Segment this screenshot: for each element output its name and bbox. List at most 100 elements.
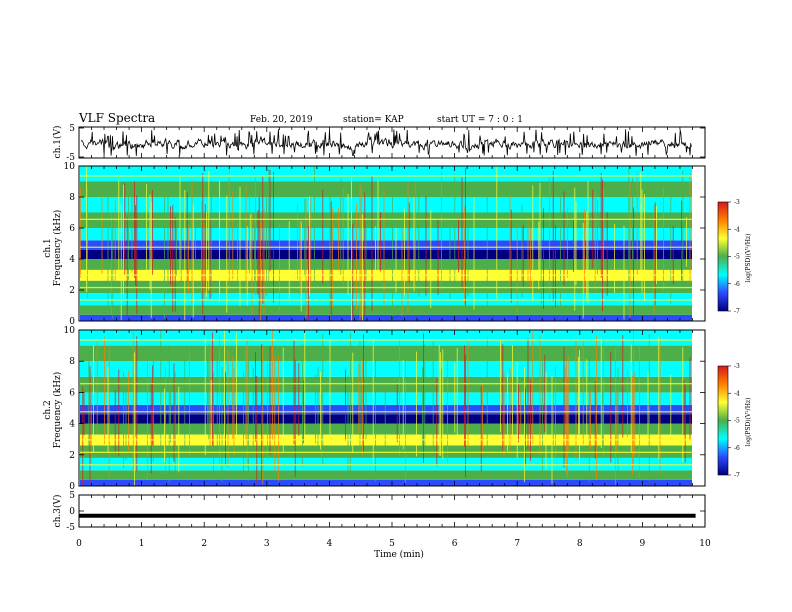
- spec2-streak: [322, 333, 324, 466]
- spec2-streak: [160, 330, 162, 446]
- spec2-streak: [134, 352, 135, 486]
- spec1-streak: [582, 222, 584, 319]
- colorbar2: [717, 365, 729, 476]
- spec1-streak: [603, 188, 604, 270]
- spec2-streak: [396, 384, 398, 443]
- spec1-narrowband-line: [80, 299, 692, 301]
- spec2-streak: [683, 380, 685, 436]
- spec2-streak: [544, 354, 546, 432]
- spec1-streak: [309, 196, 310, 297]
- spec1-streak: [269, 170, 271, 272]
- spec1-streak: [430, 210, 432, 309]
- spec1-ytick-label: 6: [69, 224, 75, 234]
- spec2-freq-band: [80, 423, 692, 435]
- spec1-streak: [549, 177, 550, 302]
- spec1-streak: [201, 201, 202, 302]
- spec2-streak: [173, 363, 175, 462]
- spec1-streak: [226, 195, 228, 313]
- spec2-streak: [256, 375, 258, 484]
- spec2-streak: [227, 348, 229, 468]
- spec2-streak: [551, 375, 553, 485]
- spec2-streak: [216, 353, 218, 447]
- spec1-streak: [458, 218, 459, 273]
- spec1-streak: [192, 204, 194, 318]
- spec1-streak: [340, 178, 342, 275]
- spec2-streak: [108, 345, 110, 477]
- spec1-streak: [522, 224, 524, 288]
- spec2-streak: [208, 344, 210, 441]
- spec1-streak: [170, 206, 171, 286]
- spec2-narrowband-line: [80, 451, 692, 453]
- spec2-ytick-label: 0: [69, 482, 75, 492]
- spec2-streak: [432, 341, 434, 456]
- spec1-streak: [202, 173, 204, 315]
- spec1-streak: [329, 189, 331, 320]
- spec2-streak: [594, 381, 596, 459]
- spec2-streak: [486, 337, 488, 450]
- spec1-streak: [228, 167, 230, 290]
- spec2-streak: [423, 333, 424, 463]
- spec1-streak: [473, 198, 475, 310]
- spec1-streak: [128, 183, 129, 281]
- spec1-freq-band: [80, 228, 692, 241]
- spec1-streak: [195, 224, 196, 268]
- spec1-streak: [653, 205, 655, 314]
- spec1-narrowband-line: [80, 218, 692, 220]
- spec2-streak: [633, 330, 634, 468]
- spec2-streak: [539, 335, 541, 455]
- spec1-streak: [300, 221, 302, 312]
- spec2-streak: [345, 369, 346, 441]
- spec1-streak: [204, 204, 206, 289]
- colorbar2-label: log(PSD)(V²/Hz): [745, 398, 752, 447]
- spec1-streak: [377, 180, 379, 278]
- ch1-trace-ylabel: ch.1(V): [52, 126, 63, 159]
- x-axis-label: Time (min): [374, 549, 424, 560]
- colorbar1-tick-label: -4: [734, 226, 740, 233]
- spec2-streak: [682, 347, 684, 463]
- spec2-streak: [255, 351, 256, 442]
- spec2-streak: [372, 340, 374, 464]
- spec2-streak: [659, 337, 661, 474]
- spec1-streak: [454, 174, 456, 292]
- spec2-streak: [527, 338, 529, 450]
- spec1-streak: [555, 225, 556, 307]
- spec1-streak: [152, 190, 153, 276]
- spec2-streak: [512, 345, 513, 442]
- colorbar2-tick-label: -4: [734, 390, 740, 397]
- spec2-streak: [272, 330, 273, 440]
- spec2-streak: [89, 366, 91, 484]
- ch2-spectrogram-panel: 10 8 6 4 2 0: [64, 326, 706, 492]
- spec1-streak: [208, 170, 210, 291]
- spec1-streak: [395, 227, 397, 293]
- spec2-streak: [212, 332, 213, 446]
- spec2-streak: [630, 343, 632, 452]
- spec2-streak: [440, 352, 441, 456]
- spec1-ytick-label: 4: [69, 255, 75, 265]
- spec2-streak: [358, 364, 360, 434]
- header-date: Feb. 20, 2019: [250, 115, 313, 125]
- spec2-streak: [586, 359, 588, 444]
- ch3-waveform-panel: 5 0 -5: [66, 491, 706, 533]
- spec1-streak: [314, 166, 315, 291]
- spec2-streak: [502, 344, 504, 451]
- spec1-streak: [209, 218, 211, 300]
- spec1-streak: [126, 217, 128, 316]
- spec2-freq-band: [80, 345, 692, 362]
- spec2-streak: [261, 344, 262, 482]
- spec2-streak: [213, 372, 214, 473]
- spec1-streak: [172, 205, 174, 313]
- spec1-streak: [351, 178, 352, 321]
- spec2-streak: [509, 368, 511, 454]
- spec2-streak: [399, 338, 400, 457]
- spec1-streak: [689, 173, 691, 284]
- spec2-streak: [616, 391, 618, 452]
- spec1-narrowband-line: [80, 274, 692, 276]
- spec1-streak: [134, 181, 135, 278]
- time-axis: 0 1 2 3 4 5 6 7 8 9 10: [76, 539, 711, 549]
- spec2-streak: [135, 350, 136, 437]
- spec1-streak: [681, 200, 682, 281]
- spec1-streak: [552, 170, 554, 302]
- colorbar1-tick-label: -7: [734, 308, 740, 315]
- x-tick-label: 3: [264, 539, 270, 549]
